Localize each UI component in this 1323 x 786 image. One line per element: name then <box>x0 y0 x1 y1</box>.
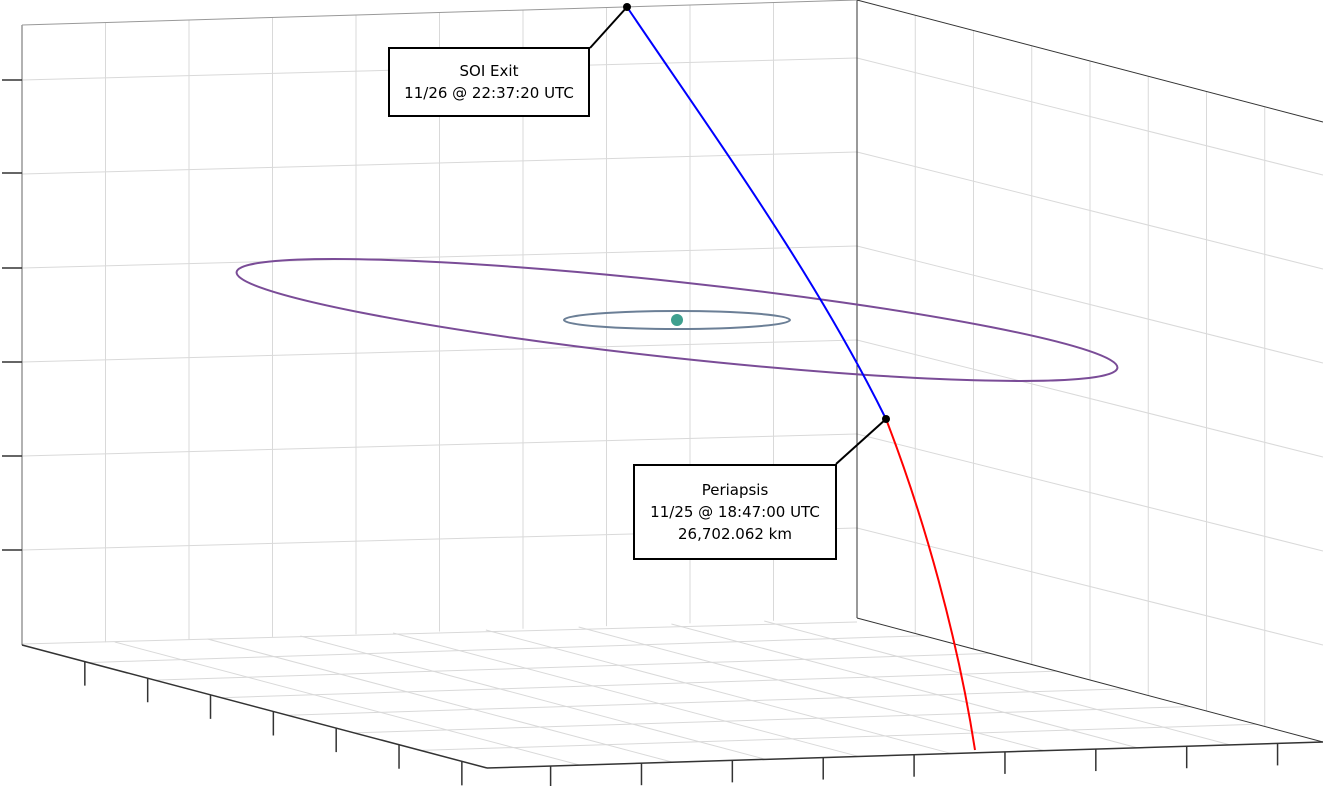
grid-line <box>21 339 858 363</box>
soi-exit-timestamp: 11/26 @ 22:37:20 UTC <box>404 84 574 102</box>
inner-orbit <box>563 310 791 330</box>
outer-orbit <box>235 258 1119 382</box>
central-body <box>671 314 683 326</box>
grid-line <box>485 629 952 755</box>
periapsis-callout: Periapsis 11/25 @ 18:47:00 UTC 26,702.06… <box>633 464 837 560</box>
grid-line <box>21 151 858 175</box>
periapsis-timestamp: 11/25 @ 18:47:00 UTC <box>650 503 820 521</box>
axis-line <box>486 741 1323 769</box>
periapsis-point <box>882 415 890 423</box>
grid-line <box>21 433 858 457</box>
grid-line <box>154 652 991 681</box>
soi-exit-callout: SOI Exit 11/26 @ 22:37:20 UTC <box>388 47 590 117</box>
inbound-trajectory <box>885 418 976 751</box>
tick-marks <box>2 79 1279 786</box>
soi-exit-leader <box>589 6 628 49</box>
grid-line <box>578 626 1045 752</box>
axis-line <box>856 0 1323 123</box>
axis-line <box>21 644 488 769</box>
grid-line <box>420 723 1257 751</box>
axis-line <box>21 0 858 26</box>
grid-line <box>354 706 1190 734</box>
axes-box <box>21 0 1323 769</box>
grid-line <box>392 632 859 757</box>
grid-line <box>207 638 673 763</box>
soi-exit-title: SOI Exit <box>459 62 519 80</box>
grid-line <box>21 621 858 645</box>
periapsis-leader <box>835 418 887 465</box>
grid-line <box>287 688 1124 716</box>
grid-lines <box>21 2 1323 766</box>
grid-line <box>764 620 1231 746</box>
grid-line <box>300 635 766 760</box>
outbound-trajectory <box>626 6 887 420</box>
grid-line <box>114 641 581 766</box>
soi-exit-point <box>623 3 631 11</box>
grid-line <box>221 670 1057 699</box>
grid-line <box>88 635 924 664</box>
grid-line <box>21 245 858 269</box>
periapsis-altitude: 26,702.062 km <box>678 525 792 543</box>
axis-line <box>856 617 1323 743</box>
grid-line <box>671 623 1138 749</box>
periapsis-title: Periapsis <box>701 481 769 499</box>
